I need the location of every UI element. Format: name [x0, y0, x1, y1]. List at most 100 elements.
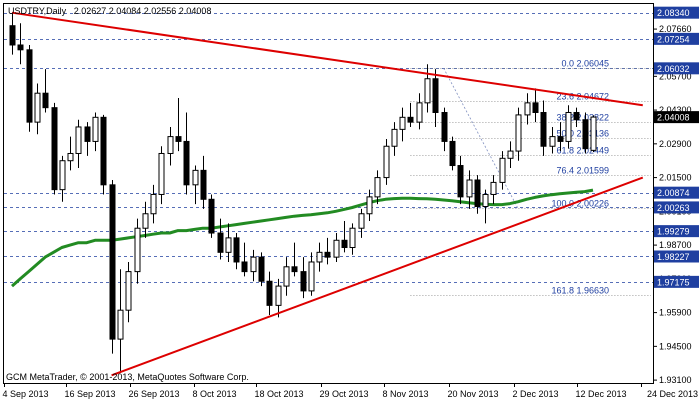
level-price-box	[654, 250, 699, 263]
candle	[358, 208, 365, 238]
candle	[283, 257, 290, 296]
candle-body-bull	[383, 145, 390, 179]
candle	[117, 269, 124, 373]
level-price-label: 2.07254	[657, 34, 690, 44]
candle-body-bull	[117, 309, 124, 340]
candle	[258, 252, 265, 287]
candle-body-bear	[100, 116, 107, 186]
candle-body-bull	[316, 251, 323, 263]
candle-body-bear	[324, 251, 331, 258]
y-tick-label: 1.93100	[659, 375, 692, 385]
candle	[549, 126, 556, 154]
candle-body-bear	[208, 198, 215, 234]
candle-body-bear	[183, 140, 190, 186]
candle-body-bull	[225, 237, 232, 253]
level-price-label: 2.00263	[657, 203, 690, 213]
candle	[474, 175, 481, 214]
candle-body-bull	[150, 193, 157, 215]
candle-body-bear	[557, 136, 564, 142]
candle-body-bear	[109, 184, 116, 340]
moving-average-line	[11, 188, 594, 288]
candle	[183, 112, 190, 195]
candle-body-bull	[515, 114, 522, 152]
x-tick-label: 26 Sep 2013	[129, 389, 180, 399]
candle-body-bull	[358, 213, 365, 229]
chart-frame	[3, 3, 654, 384]
level-price-box	[654, 225, 699, 238]
candle	[150, 184, 157, 224]
candle	[9, 12, 16, 55]
candle-body-bull	[499, 157, 506, 183]
candle	[316, 242, 323, 272]
candle	[565, 105, 572, 149]
level-price-label: 1.97175	[657, 277, 690, 287]
candle-body-bear	[532, 102, 539, 113]
candle-body-bear	[449, 140, 456, 167]
candle-body-bear	[266, 280, 273, 306]
candle	[432, 69, 439, 127]
copyright-notice: GCM MetaTrader, © 2001-2013, MetaQuotes …	[6, 372, 249, 382]
candle	[407, 102, 414, 127]
candle-body-bear	[258, 256, 265, 282]
x-tick-label: 12 Dec 2013	[576, 389, 627, 399]
candle	[59, 155, 66, 202]
level-price-box	[654, 201, 699, 214]
symbol-label: USDTRY,Daily	[8, 6, 67, 16]
candle	[200, 155, 207, 209]
candle-body-bull	[524, 102, 531, 116]
trendline	[111, 176, 644, 377]
y-axis: 2.076602.057002.043002.029002.015002.001…	[653, 6, 699, 385]
y-tick-label: 2.07660	[659, 24, 692, 34]
trendline	[11, 11, 643, 107]
candle	[26, 44, 33, 132]
candle	[515, 107, 522, 161]
candle-body-bear	[175, 136, 182, 142]
candle	[241, 242, 248, 277]
y-tick-label: 1.98700	[659, 240, 692, 250]
candle	[275, 278, 282, 318]
moving-average	[11, 188, 594, 288]
candle-body-bear	[300, 271, 307, 292]
candle-body-bull	[275, 285, 282, 306]
candle-body-bear	[441, 111, 448, 142]
trendlines	[11, 11, 644, 377]
candle	[134, 218, 141, 284]
candle-body-bear	[233, 237, 240, 263]
y-tick-label: 2.01500	[659, 173, 692, 183]
candle-body-bull	[283, 266, 290, 287]
fib-level-label: 61.8 2.02449	[556, 146, 609, 156]
candle-body-bull	[416, 102, 423, 123]
candle	[158, 146, 165, 205]
x-tick-label: 16 Sep 2013	[65, 389, 116, 399]
current-price-box	[654, 111, 699, 124]
candle	[233, 233, 240, 270]
candle-body-bull	[391, 128, 398, 147]
level-price-box	[654, 62, 699, 75]
candle	[424, 64, 431, 113]
y-tick-label: 2.05700	[659, 71, 692, 81]
candle	[374, 170, 381, 205]
candle	[100, 114, 107, 195]
y-tick-label: 2.04300	[659, 105, 692, 115]
candle-body-bull	[333, 239, 340, 258]
level-price-label: 2.06032	[657, 64, 690, 74]
candle	[142, 201, 149, 238]
candle	[92, 112, 99, 152]
candle-body-bear	[200, 169, 207, 200]
candle-body-bull	[34, 92, 41, 123]
candle	[507, 141, 514, 168]
candle-body-bear	[217, 232, 224, 253]
fib-level-label: 38.2 2.03822	[556, 113, 609, 123]
candle	[75, 119, 82, 168]
x-tick-label: 29 Oct 2013	[320, 389, 369, 399]
candle-body-bull	[75, 126, 82, 154]
candle-body-bull	[67, 152, 74, 162]
candle	[590, 115, 597, 153]
candle	[490, 175, 497, 205]
level-price-box	[654, 6, 699, 19]
candle-body-bear	[241, 261, 248, 273]
candle-body-bull	[192, 169, 199, 186]
candle-body-bull	[482, 193, 489, 208]
